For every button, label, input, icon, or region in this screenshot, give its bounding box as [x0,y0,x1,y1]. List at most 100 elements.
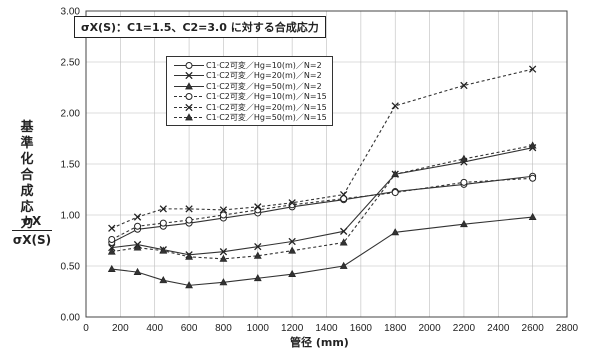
series-3 [107,212,537,289]
legend-swatch [174,103,204,111]
series-line [111,145,533,260]
legend-marker [185,82,193,90]
y-tick-label: 3.00 [61,7,81,18]
data-point [134,222,142,230]
data-point [288,199,296,207]
data-point [391,169,400,178]
data-point [185,281,193,289]
legend-swatch [174,93,204,101]
data-point [391,102,399,110]
y-axis-title-char: 化 [20,152,34,167]
y-axis-title-char: 合 [20,168,34,183]
legend-marker [185,61,193,69]
legend-entry: C1·C2可変／Hg=10(m)／N=2 [172,60,327,71]
x-tick-label: 2000 [418,323,441,334]
y-tick-label: 1.00 [61,211,81,222]
series-4 [108,174,537,243]
y-tick-label: 1.50 [61,160,81,171]
data-point [254,242,262,251]
chart-title: σX(S)：C1=1.5、C2=3.0 に対する合成応力 [74,16,326,38]
legend-swatch [174,72,204,80]
y-axis-denominator: σX(S) [12,233,52,247]
x-tick-label: 0 [83,323,89,334]
x-tick-label: 1000 [247,323,270,334]
x-tick-label: 400 [146,323,163,334]
legend-label: C1·C2可変／Hg=10(m)／N=15 [206,92,327,102]
legend-swatch [174,82,204,90]
data-point [159,246,168,254]
x-tick-label: 2800 [556,323,579,334]
legend-marker [185,72,193,80]
legend-entry: C1·C2可変／Hg=10(m)／N=15 [172,92,327,103]
data-point [288,246,297,254]
data-point [391,228,400,236]
data-point [107,247,116,255]
data-point [288,237,296,246]
legend-marker [185,103,193,111]
series-lines [107,65,537,289]
data-point [108,235,116,243]
y-tick-label: 0.00 [61,313,81,324]
data-point [339,261,348,269]
legend-label: C1·C2可変／Hg=50(m)／N=15 [206,113,327,123]
data-point [339,238,348,246]
data-point [219,248,228,256]
data-point [185,216,193,224]
y-tick-label: 2.50 [61,58,81,69]
data-point [219,254,228,262]
data-point [391,189,399,197]
legend-label: C1·C2可変／Hg=20(m)／N=2 [206,71,322,81]
x-tick-label: 1800 [384,323,407,334]
legend-entry: C1·C2可変／Hg=50(m)／N=15 [172,113,327,124]
y-axis-title-char: 基 [20,120,34,135]
data-point [159,219,167,227]
data-point [253,251,262,259]
x-axis-ticks: 0 200 400 600 800 1000 1200 1400 1600 1800 2000 220… [83,323,578,334]
data-point [159,205,167,213]
data-point [219,278,228,286]
fraction-bar [12,230,52,231]
legend-entry: C1·C2可変／Hg=50(m)／N=2 [172,81,327,92]
x-tick-label: 1200 [281,323,304,334]
data-point [185,205,193,213]
legend-marker [185,113,193,121]
data-point [133,267,142,276]
legend-label: C1·C2可変／Hg=50(m)／N=2 [206,81,322,91]
y-tick-label: 2.00 [61,109,81,120]
data-point [254,206,262,214]
data-point [254,203,262,211]
data-point [528,212,537,220]
y-axis-title-char: 準 [20,136,34,151]
data-point [288,269,297,278]
y-axis-ticks: 0.00 0.50 1.00 1.50 2.00 2.50 3.00 [61,7,81,324]
y-tick-label: 0.50 [61,262,81,273]
legend-marker [185,93,193,101]
legend-swatch [174,61,204,69]
legend-swatch [174,113,204,121]
series-line [111,216,533,286]
data-point [133,243,142,251]
series-5 [108,65,537,232]
data-point [107,264,116,272]
data-point [133,213,142,221]
y-axis-numerator: σX [22,214,42,228]
data-point [219,206,228,214]
series-1 [108,172,537,247]
data-point [253,274,262,282]
data-point [460,219,468,228]
x-tick-label: 2200 [453,323,476,334]
y-axis-title-char: 成 [20,184,34,199]
y-axis-title-char: 応 [20,200,34,215]
data-point [219,211,227,219]
data-point [108,224,116,232]
legend-label: C1·C2可変／Hg=10(m)／N=2 [206,60,322,70]
data-point [159,276,168,284]
x-tick-label: 800 [215,323,232,334]
data-point [528,141,537,149]
y-axis-title-char: 力 [20,216,34,231]
data-point [185,252,193,260]
data-point [340,227,348,235]
legend-entry: C1·C2可変／Hg=20(m)／N=15 [172,102,327,113]
y-axis-title: 基 準 化 合 成 応 力 [16,120,38,232]
